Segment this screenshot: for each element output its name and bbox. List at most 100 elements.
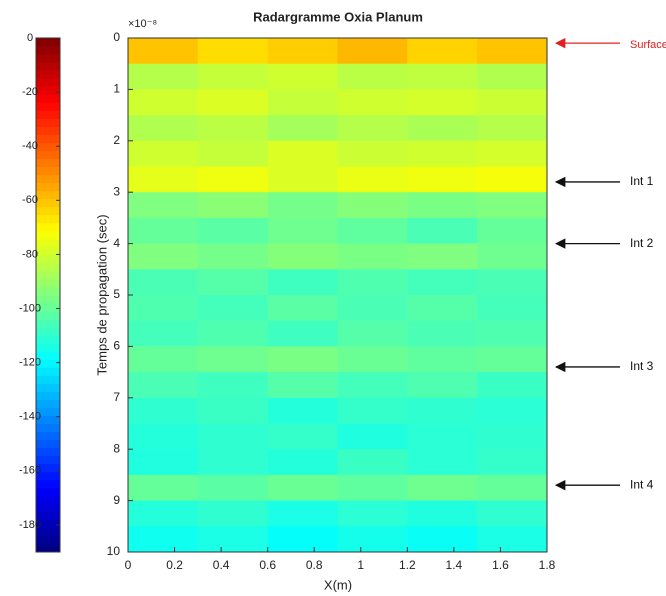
y-tick-label: 1 xyxy=(113,82,120,96)
y-tick-label: 3 xyxy=(113,184,120,198)
heatmap-cell xyxy=(477,115,548,142)
heatmap-cell xyxy=(267,192,338,219)
heatmap-cell xyxy=(477,243,548,270)
y-exponent: ×10⁻⁸ xyxy=(128,18,157,30)
y-tick-label: 5 xyxy=(113,287,120,301)
heatmap-cell xyxy=(128,192,199,219)
colorbar-segment xyxy=(36,311,60,320)
colorbar-tick-label: -120 xyxy=(19,357,41,369)
colorbar-segment xyxy=(36,503,60,513)
colorbar-segment xyxy=(36,78,60,87)
colorbar-segment xyxy=(36,126,60,135)
heatmap-cell xyxy=(337,397,408,424)
heatmap-cell xyxy=(477,423,548,450)
heatmap-cell xyxy=(128,423,199,450)
colorbar-segment xyxy=(36,391,60,400)
heatmap-cell xyxy=(128,397,199,424)
x-tick-label: 1.6 xyxy=(492,558,509,572)
colorbar-tick-label: -60 xyxy=(22,194,38,206)
colorbar-segment xyxy=(36,134,60,143)
colorbar-segment xyxy=(36,278,60,288)
colorbar-segment xyxy=(36,142,60,151)
heatmap-cell xyxy=(197,243,269,270)
y-axis-label: Temps de propagation (sec) xyxy=(94,214,109,375)
colorbar-segment xyxy=(36,262,60,272)
heatmap-cell xyxy=(197,320,269,347)
heatmap-cell xyxy=(128,89,199,116)
heatmap-cell xyxy=(337,423,408,450)
heatmap-cell xyxy=(267,269,338,296)
colorbar-tick-label: -180 xyxy=(19,519,41,531)
x-tick-label: 0.6 xyxy=(259,558,276,572)
heatmap-cell xyxy=(197,192,269,219)
x-tick-label: 1.4 xyxy=(446,558,463,572)
colorbar-segment xyxy=(36,383,60,392)
colorbar-segment xyxy=(36,327,60,336)
heatmap-cell xyxy=(337,474,408,502)
colorbar-segment xyxy=(36,463,60,473)
heatmap-cell xyxy=(407,372,478,399)
heatmap-cell xyxy=(267,320,338,347)
heatmap-cell xyxy=(477,38,548,65)
heatmap-cell xyxy=(128,269,199,296)
heatmap-cell xyxy=(267,38,338,65)
heatmap-cell xyxy=(337,346,408,373)
colorbar-segment xyxy=(36,495,60,505)
heatmap-cell xyxy=(267,346,338,373)
colorbar-segment xyxy=(36,166,60,176)
heatmap-cell xyxy=(267,423,338,450)
heatmap-cell xyxy=(267,295,338,322)
heatmap-cell xyxy=(197,63,269,90)
x-axis-label: X(m) xyxy=(324,577,352,592)
y-tick-label: 6 xyxy=(113,339,120,353)
x-tick-label: 0.2 xyxy=(166,558,183,572)
heatmap-cell xyxy=(407,346,478,373)
heatmap-cell xyxy=(407,243,478,270)
heatmap-cell xyxy=(477,63,548,90)
colorbar-segment xyxy=(36,182,60,192)
heatmap-cell xyxy=(197,372,269,399)
heatmap-cell xyxy=(477,397,548,424)
colorbar-segment xyxy=(36,487,60,497)
heatmap-cell xyxy=(477,166,548,193)
heatmap-cell xyxy=(477,500,548,527)
heatmap-cell xyxy=(337,217,408,245)
heatmap-cell xyxy=(337,243,408,270)
colorbar-tick-label: -140 xyxy=(19,411,41,423)
x-tick-label: 1.2 xyxy=(399,558,416,572)
heatmap-cell xyxy=(197,140,269,167)
heatmap-cell xyxy=(337,192,408,219)
heatmap-cell xyxy=(407,474,478,502)
heatmap-cell xyxy=(407,526,478,553)
colorbar-segment xyxy=(36,423,60,433)
heatmap-cell xyxy=(197,526,269,553)
colorbar-segment xyxy=(36,359,60,368)
colorbar-frame xyxy=(35,37,61,553)
heatmap-cell xyxy=(267,500,338,527)
colorbar-segment xyxy=(36,511,60,521)
x-tick-label: 0.8 xyxy=(306,558,323,572)
heatmap-cell xyxy=(267,243,338,270)
heatmap-cell xyxy=(477,192,548,219)
annotation-label: Int 2 xyxy=(630,236,654,250)
colorbar-segment xyxy=(36,198,60,208)
colorbar-segment xyxy=(36,238,60,248)
colorbar-segment xyxy=(36,543,60,553)
chart-title: Radargramme Oxia Planum xyxy=(253,9,423,24)
heatmap-cell xyxy=(267,526,338,553)
heatmap-cell xyxy=(337,526,408,553)
colorbar-segment xyxy=(36,214,60,224)
colorbar-segment xyxy=(36,343,60,352)
colorbar-segment xyxy=(36,295,60,304)
heatmap-cell xyxy=(128,243,199,270)
heatmap-cell xyxy=(337,320,408,347)
x-tick-label: 1.8 xyxy=(539,558,556,572)
heatmap-cell xyxy=(197,38,269,65)
heatmap-cell xyxy=(197,474,269,502)
heatmap-cell xyxy=(407,320,478,347)
annotation-label: Int 4 xyxy=(630,477,654,491)
x-tick-label: 0 xyxy=(125,558,132,572)
colorbar-segment xyxy=(36,535,60,545)
colorbar-segment xyxy=(36,519,60,529)
